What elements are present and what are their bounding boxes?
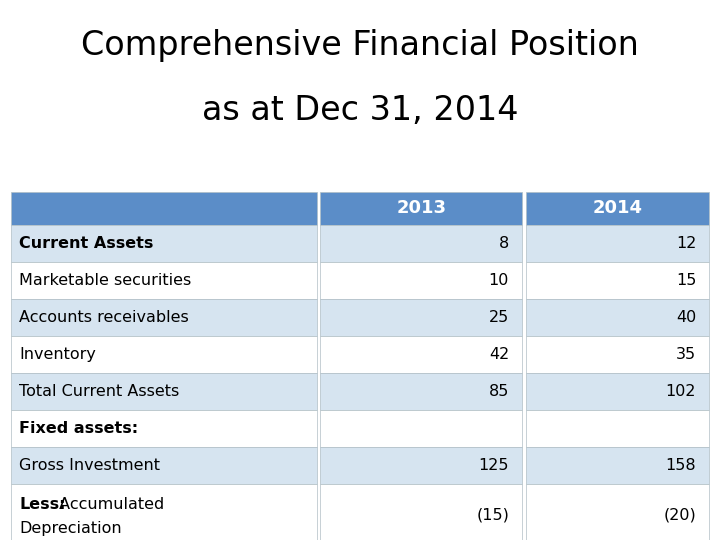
Bar [11, 336, 317, 373]
Text: Comprehensive Financial Position: Comprehensive Financial Position [81, 29, 639, 63]
Text: Gross Investment: Gross Investment [19, 458, 161, 473]
Text: Accounts receivables: Accounts receivables [19, 310, 189, 325]
Bar [11, 299, 317, 336]
Bar [320, 336, 522, 373]
Text: 2014: 2014 [593, 199, 642, 218]
Text: 102: 102 [666, 384, 696, 399]
Text: 15: 15 [676, 273, 696, 288]
Bar [320, 410, 522, 447]
Bar [11, 410, 317, 447]
Text: (15): (15) [476, 507, 509, 522]
Text: Fixed assets:: Fixed assets: [19, 421, 138, 436]
Text: Marketable securities: Marketable securities [19, 273, 192, 288]
Text: 85: 85 [489, 384, 509, 399]
Text: 125: 125 [479, 458, 509, 473]
Bar [11, 484, 317, 540]
Bar [526, 484, 709, 540]
Text: 25: 25 [489, 310, 509, 325]
Bar [320, 262, 522, 299]
Text: Inventory: Inventory [19, 347, 96, 362]
Text: 158: 158 [665, 458, 696, 473]
Bar [11, 192, 317, 225]
Bar [320, 373, 522, 410]
Bar [320, 225, 522, 262]
Text: 8: 8 [499, 236, 509, 251]
Text: 2013: 2013 [396, 199, 446, 218]
Bar [320, 484, 522, 540]
Text: 40: 40 [676, 310, 696, 325]
Bar [526, 262, 709, 299]
Bar [526, 192, 709, 225]
Text: (20): (20) [664, 507, 696, 522]
Bar [11, 373, 317, 410]
Text: 12: 12 [676, 236, 696, 251]
Text: Accumulated: Accumulated [53, 497, 164, 512]
Text: Less:: Less: [19, 497, 66, 512]
Text: Total Current Assets: Total Current Assets [19, 384, 180, 399]
Text: 10: 10 [489, 273, 509, 288]
Bar [11, 447, 317, 484]
Text: 42: 42 [489, 347, 509, 362]
Bar [526, 336, 709, 373]
Text: Depreciation: Depreciation [19, 521, 122, 536]
Bar [320, 192, 522, 225]
Bar [320, 447, 522, 484]
Bar [11, 262, 317, 299]
Text: 35: 35 [676, 347, 696, 362]
Text: as at Dec 31, 2014: as at Dec 31, 2014 [202, 94, 518, 127]
Bar [526, 410, 709, 447]
Bar [526, 447, 709, 484]
Text: Current Assets: Current Assets [19, 236, 154, 251]
Bar [320, 299, 522, 336]
Bar [526, 225, 709, 262]
Bar [526, 299, 709, 336]
Bar [11, 225, 317, 262]
Bar [526, 373, 709, 410]
